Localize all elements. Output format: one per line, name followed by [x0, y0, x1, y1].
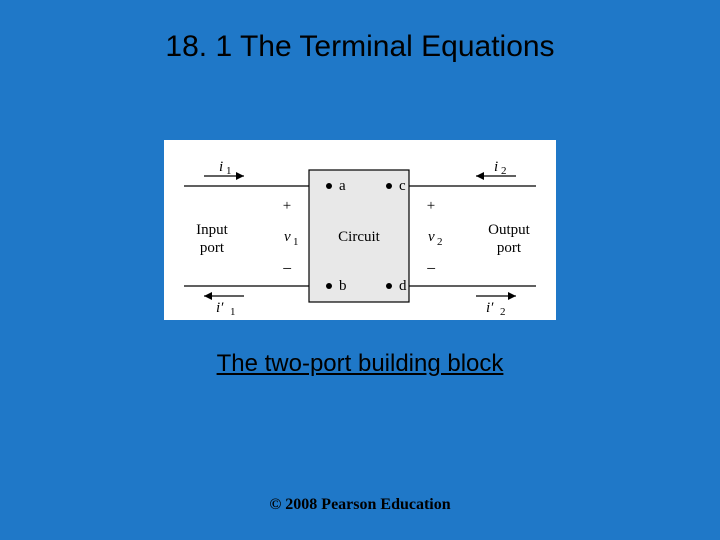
svg-text:v: v — [284, 229, 291, 245]
svg-text:1: 1 — [293, 236, 299, 248]
svg-text:+: + — [283, 198, 291, 214]
svg-text:+: + — [427, 198, 435, 214]
two-port-svg: Circuiti1i2i′1i′2acbd+v1−+v2−InputportOu… — [164, 140, 556, 320]
svg-text:1: 1 — [226, 165, 232, 177]
svg-text:i: i — [219, 159, 223, 175]
slide: 18. 1 The Terminal Equations Circuiti1i2… — [0, 0, 720, 540]
two-port-figure: Circuiti1i2i′1i′2acbd+v1−+v2−InputportOu… — [164, 140, 556, 320]
svg-text:i′: i′ — [216, 300, 224, 316]
svg-text:Circuit: Circuit — [338, 229, 380, 245]
slide-caption: The two-port building block — [0, 350, 720, 378]
svg-text:2: 2 — [437, 236, 443, 248]
svg-text:v: v — [428, 229, 435, 245]
svg-text:1: 1 — [230, 306, 236, 318]
svg-text:i′: i′ — [486, 300, 494, 316]
copyright-text: © 2008 Pearson Education — [0, 496, 720, 514]
slide-title: 18. 1 The Terminal Equations — [0, 30, 720, 64]
svg-text:c: c — [399, 178, 406, 194]
svg-text:−: − — [426, 259, 436, 278]
svg-text:port: port — [200, 240, 225, 256]
svg-text:2: 2 — [500, 306, 506, 318]
svg-text:2: 2 — [501, 165, 507, 177]
svg-text:Input: Input — [196, 222, 228, 238]
svg-text:a: a — [339, 178, 346, 194]
svg-text:i: i — [494, 159, 498, 175]
svg-text:Output: Output — [488, 222, 531, 238]
svg-text:−: − — [282, 259, 292, 278]
svg-text:d: d — [399, 278, 407, 294]
svg-text:b: b — [339, 278, 347, 294]
svg-text:port: port — [497, 240, 522, 256]
